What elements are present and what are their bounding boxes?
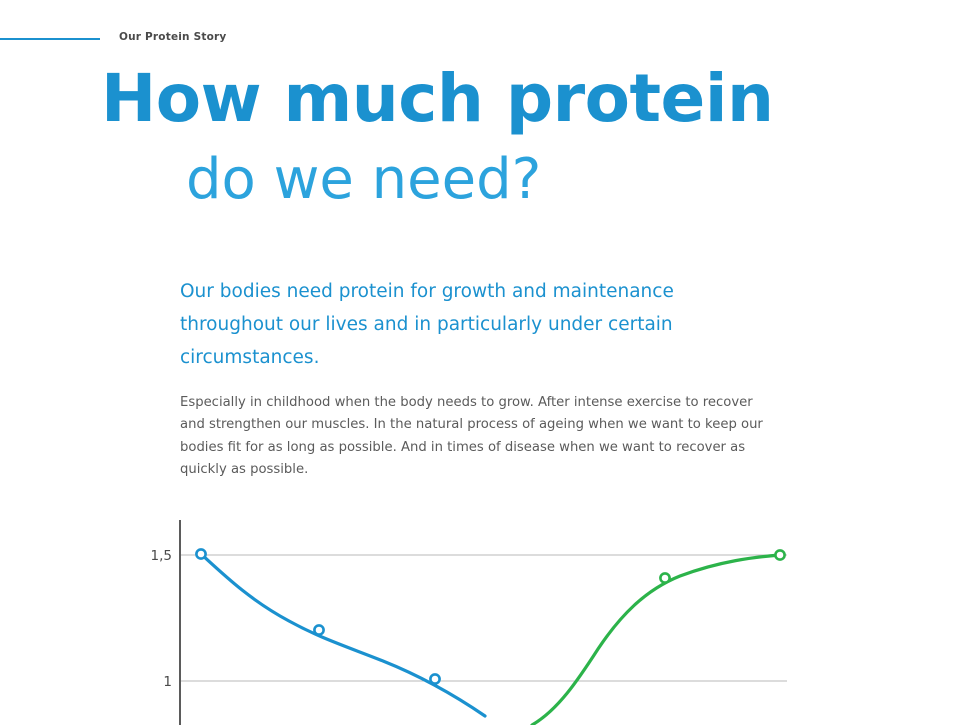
page-title-line-2: do we need? — [186, 147, 542, 212]
ytick-label-1: 1 — [163, 674, 172, 690]
eyebrow-label: Our Protein Story — [119, 31, 227, 43]
data-point — [195, 548, 207, 560]
lead-paragraph: Our bodies need protein for growth and m… — [180, 281, 674, 368]
rise-curve-path — [530, 553, 782, 725]
ytick-label-1-5: 1,5 — [151, 548, 172, 564]
protein-need-chart: 1,5 1 — [150, 520, 800, 725]
data-point — [429, 673, 441, 685]
body-paragraph: Especially in childhood when the body ne… — [180, 395, 763, 477]
page-title-line-1: How much protein — [101, 60, 774, 137]
data-point — [774, 549, 786, 561]
data-point — [313, 624, 325, 636]
header-rule — [0, 38, 100, 40]
decline-curve-path — [199, 552, 487, 718]
data-point — [659, 572, 671, 584]
